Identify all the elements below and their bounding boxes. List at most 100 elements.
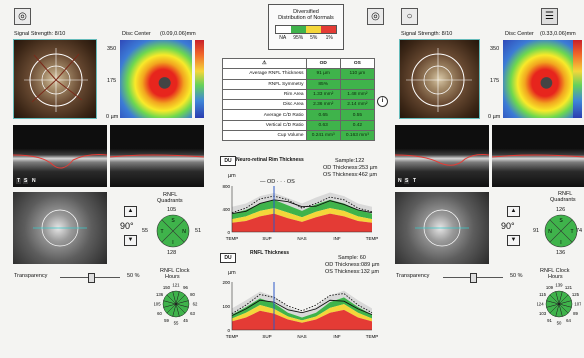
clock-hour-value: 59 bbox=[164, 318, 169, 323]
table-row-od: 91 µm bbox=[305, 68, 341, 80]
os-rotate-up-button[interactable]: ▲ bbox=[507, 206, 520, 217]
table-row-label: Rim Area bbox=[222, 88, 307, 101]
od-bscan-label-n: N bbox=[32, 178, 36, 184]
band-outside-normal bbox=[232, 213, 372, 232]
od-quadrant-left-value: 55 bbox=[142, 228, 149, 234]
legend-swatch-outside bbox=[321, 26, 336, 33]
od-scale-bottom: 0 µm bbox=[106, 114, 119, 120]
table-row-os: 0.42 bbox=[339, 119, 376, 132]
table-row-os: 1.48 mm² bbox=[339, 88, 376, 101]
table-row-od: 0.65 bbox=[305, 109, 341, 121]
rnfl-chart-title: RNFL Thickness bbox=[250, 250, 290, 256]
eye-target-icon: ◎ bbox=[18, 11, 27, 22]
x-tick-label: TEMP bbox=[226, 334, 239, 339]
legend-swatch-na bbox=[276, 26, 291, 33]
x-tick-label: TEMP bbox=[366, 334, 378, 339]
table-row: Vertical C/D Ratio 0.63 0.42 bbox=[222, 119, 376, 132]
x-tick-label: TEMP bbox=[226, 236, 239, 241]
os-quadrant-right-value: 74 bbox=[576, 228, 583, 234]
x-tick-label: NAS bbox=[297, 334, 306, 339]
os-color-scale bbox=[573, 40, 582, 118]
os-clock-title: RNFL Clock bbox=[540, 268, 570, 274]
od-transparency-label: Transparency bbox=[14, 273, 48, 279]
rnfl-parameters-table: ⚠ OD OS Average RNFL Thickness 91 µm 110 µ… bbox=[222, 57, 376, 142]
info-icon[interactable]: i bbox=[377, 96, 388, 107]
os-transparency-label: Transparency bbox=[396, 273, 430, 279]
os-quadrants-title: RNFL bbox=[558, 191, 573, 197]
neuro-chart-title: Neuro-retinal Rim Thickness bbox=[236, 157, 304, 163]
svg-text:N: N bbox=[548, 229, 552, 235]
os-bscan-label-s: S bbox=[404, 178, 410, 184]
warning-cell: ⚠ bbox=[222, 57, 307, 70]
x-tick-label: SUP bbox=[262, 236, 271, 241]
od-rotate-down-button[interactable]: ▼ bbox=[124, 235, 137, 246]
table-row-od: 85% bbox=[305, 78, 341, 90]
os-quadrants-chart: S I N T bbox=[544, 214, 578, 248]
chart-axes bbox=[231, 186, 372, 233]
od-eye-icon-button[interactable]: ◎ bbox=[14, 8, 31, 25]
clock-hour-value: 124 bbox=[537, 302, 544, 307]
clock-hour-value: 91 bbox=[547, 318, 552, 323]
svg-text:T: T bbox=[570, 229, 573, 235]
table-row-os: 0.163 mm³ bbox=[339, 130, 376, 142]
neuro-du-button[interactable]: DU bbox=[220, 156, 236, 166]
od-scale-mid: 175 bbox=[107, 78, 117, 84]
od-color-scale bbox=[195, 40, 204, 118]
triangle-down-icon: ▼ bbox=[510, 237, 517, 243]
ou-eye-icon-button[interactable]: ◎ bbox=[367, 8, 384, 25]
legend-label-5: 5% bbox=[310, 35, 318, 41]
os-eye-icon-button[interactable]: ○ bbox=[401, 8, 418, 25]
table-row-os: 2.14 mm² bbox=[339, 99, 376, 111]
os-bscan-vertical bbox=[492, 125, 584, 187]
layers-icon: ☰ bbox=[545, 11, 554, 22]
od-transparency-value: 50 % bbox=[127, 273, 140, 279]
warning-icon: ⚠ bbox=[262, 61, 267, 67]
legend-swatch-normal bbox=[291, 26, 306, 33]
os-transparency-thumb[interactable] bbox=[470, 273, 477, 283]
band-normal bbox=[232, 199, 372, 220]
os-clock-subtitle: Hours bbox=[548, 274, 563, 280]
table-row-os: 0.55 bbox=[339, 109, 376, 121]
od-quadrant-right-value: 51 bbox=[195, 228, 202, 234]
od-disc-center-label: Disc Center bbox=[122, 31, 151, 37]
rnfl-du-button[interactable]: DU bbox=[220, 253, 236, 263]
layers-icon-button[interactable]: ☰ bbox=[541, 8, 558, 25]
rnfl-sample: Sample: 60 bbox=[338, 255, 366, 261]
band-above-normal bbox=[232, 290, 372, 318]
clock-hour-value: 121 bbox=[565, 285, 573, 290]
os-quadrant-left-value: 91 bbox=[533, 228, 540, 234]
clock-hour-value: 45 bbox=[183, 318, 188, 323]
svg-text:S: S bbox=[171, 218, 175, 224]
table-row-os: 110 µm bbox=[339, 68, 376, 80]
od-thickness-map bbox=[120, 40, 192, 118]
band-above-normal bbox=[232, 192, 372, 214]
clock-segment bbox=[549, 291, 560, 305]
os-quadrant-top-value: 126 bbox=[556, 207, 566, 213]
os-disc-center-label: Disc Center bbox=[505, 31, 534, 37]
y-tick-label: 400 bbox=[222, 207, 230, 212]
table-header-os: OS bbox=[339, 57, 376, 70]
od-profile-line bbox=[231, 299, 373, 317]
table-row: Cup Volume 0.241 mm³ 0.163 mm³ bbox=[222, 130, 376, 142]
clock-hour-value: 109 bbox=[546, 285, 554, 290]
od-quadrants-title: RNFL bbox=[163, 192, 178, 198]
clock-hour-value: 150 bbox=[163, 285, 171, 290]
circle-icon: ○ bbox=[406, 11, 413, 22]
x-tick-label: NAS bbox=[297, 236, 306, 241]
band-borderline bbox=[232, 208, 372, 223]
od-bscan-horizontal bbox=[13, 125, 107, 187]
os-rotate-down-button[interactable]: ▼ bbox=[507, 235, 520, 246]
svg-text:N: N bbox=[182, 229, 186, 235]
clock-hour-value: 96 bbox=[183, 285, 188, 290]
triangle-up-icon: ▲ bbox=[510, 208, 517, 214]
legend-swatch-borderline bbox=[306, 26, 321, 33]
neuro-legend-od: OD bbox=[267, 179, 276, 185]
legend-label-95: 95% bbox=[293, 35, 304, 41]
od-fundus-overlay bbox=[24, 48, 88, 112]
od-transparency-thumb[interactable] bbox=[88, 273, 95, 283]
clock-hour-value: 55 bbox=[174, 321, 179, 326]
band-borderline bbox=[232, 304, 372, 323]
svg-text:I: I bbox=[172, 240, 173, 246]
clock-hour-value: 121 bbox=[172, 283, 180, 288]
od-rotate-up-button[interactable]: ▲ bbox=[124, 206, 137, 217]
